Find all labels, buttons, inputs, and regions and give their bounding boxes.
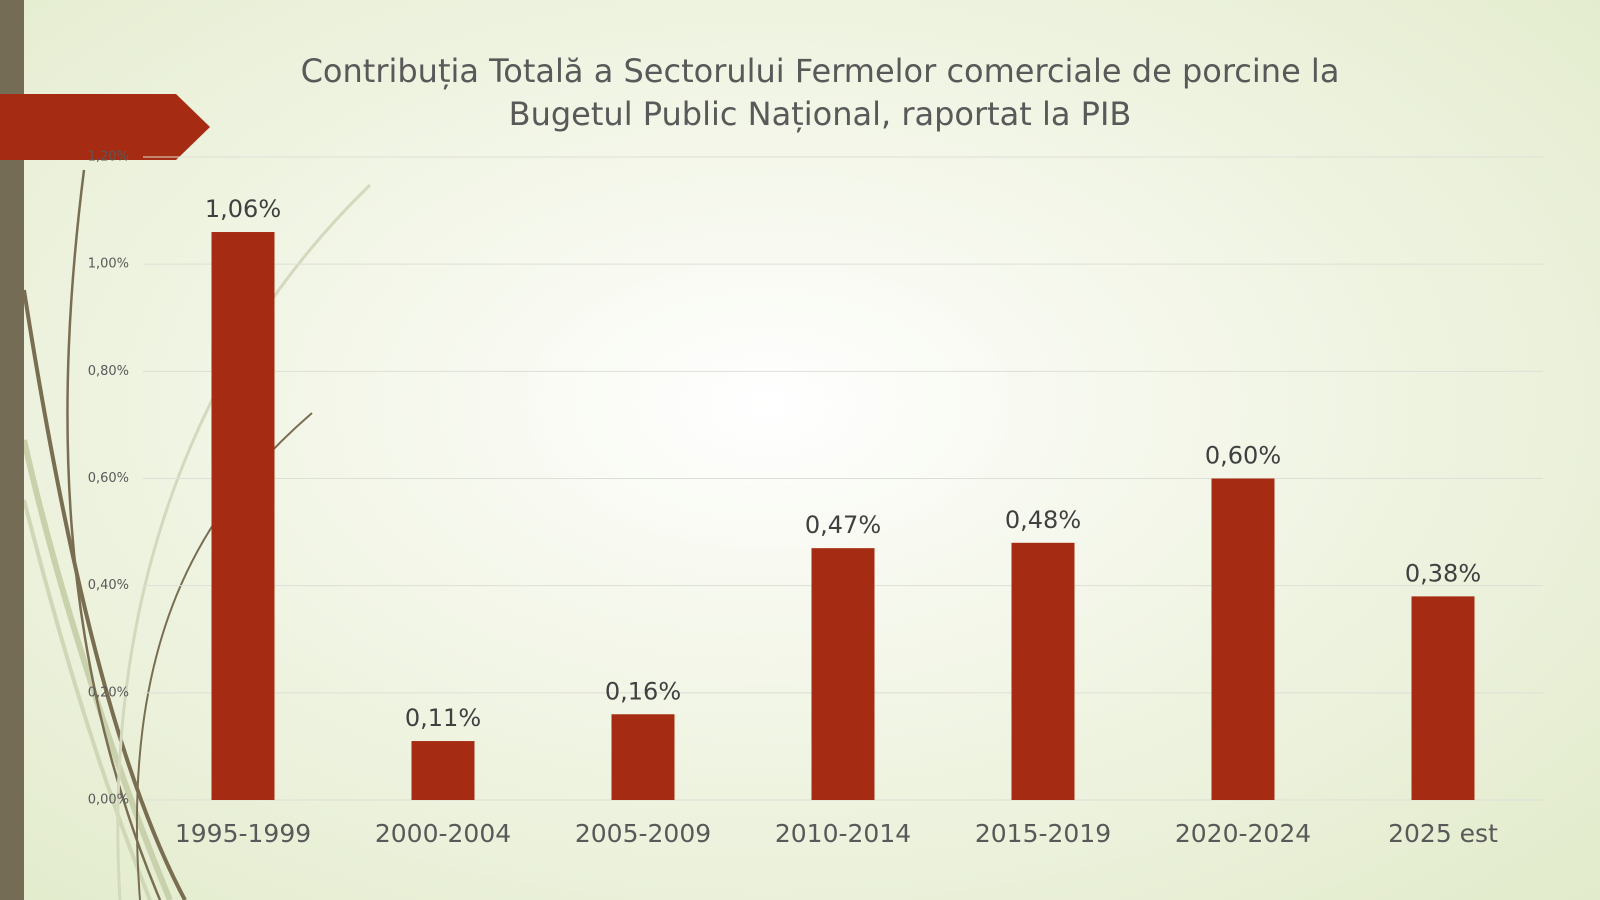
x-tick-label: 2015-2019 <box>975 819 1111 848</box>
y-tick-label: 1,20% <box>88 150 129 165</box>
x-tick-label: 2005-2009 <box>575 819 711 848</box>
x-tick-label: 1995-1999 <box>175 819 311 848</box>
value-label: 1,06% <box>205 195 281 223</box>
value-label: 0,47% <box>805 511 881 539</box>
y-tick-label: 0,80% <box>88 364 129 379</box>
x-tick-label: 2020-2024 <box>1175 819 1311 848</box>
x-tick-label: 2010-2014 <box>775 819 911 848</box>
y-tick-label: 0,20% <box>88 685 129 700</box>
value-label: 0,16% <box>605 677 681 705</box>
value-label: 0,11% <box>405 704 481 732</box>
bar <box>811 548 875 800</box>
bar <box>1011 542 1075 800</box>
chart-title: Contribuția Totală a Sectorului Fermelor… <box>300 52 1340 133</box>
bar <box>1411 596 1475 800</box>
bar <box>411 741 475 800</box>
value-label: 0,48% <box>1005 506 1081 534</box>
arrow-banner <box>0 94 210 160</box>
y-tick-label: 1,00% <box>88 257 129 272</box>
bar <box>211 232 275 800</box>
y-tick-label: 0,40% <box>88 578 129 593</box>
value-label: 0,60% <box>1205 442 1281 470</box>
x-tick-label: 2000-2004 <box>375 819 511 848</box>
bar <box>1211 478 1275 800</box>
x-tick-label: 2025 est <box>1388 819 1498 848</box>
bar <box>611 714 675 800</box>
y-tick-label: 0,60% <box>88 471 129 486</box>
y-tick-label: 0,00% <box>88 793 129 808</box>
value-label: 0,38% <box>1405 559 1481 587</box>
decoration <box>21 169 372 900</box>
